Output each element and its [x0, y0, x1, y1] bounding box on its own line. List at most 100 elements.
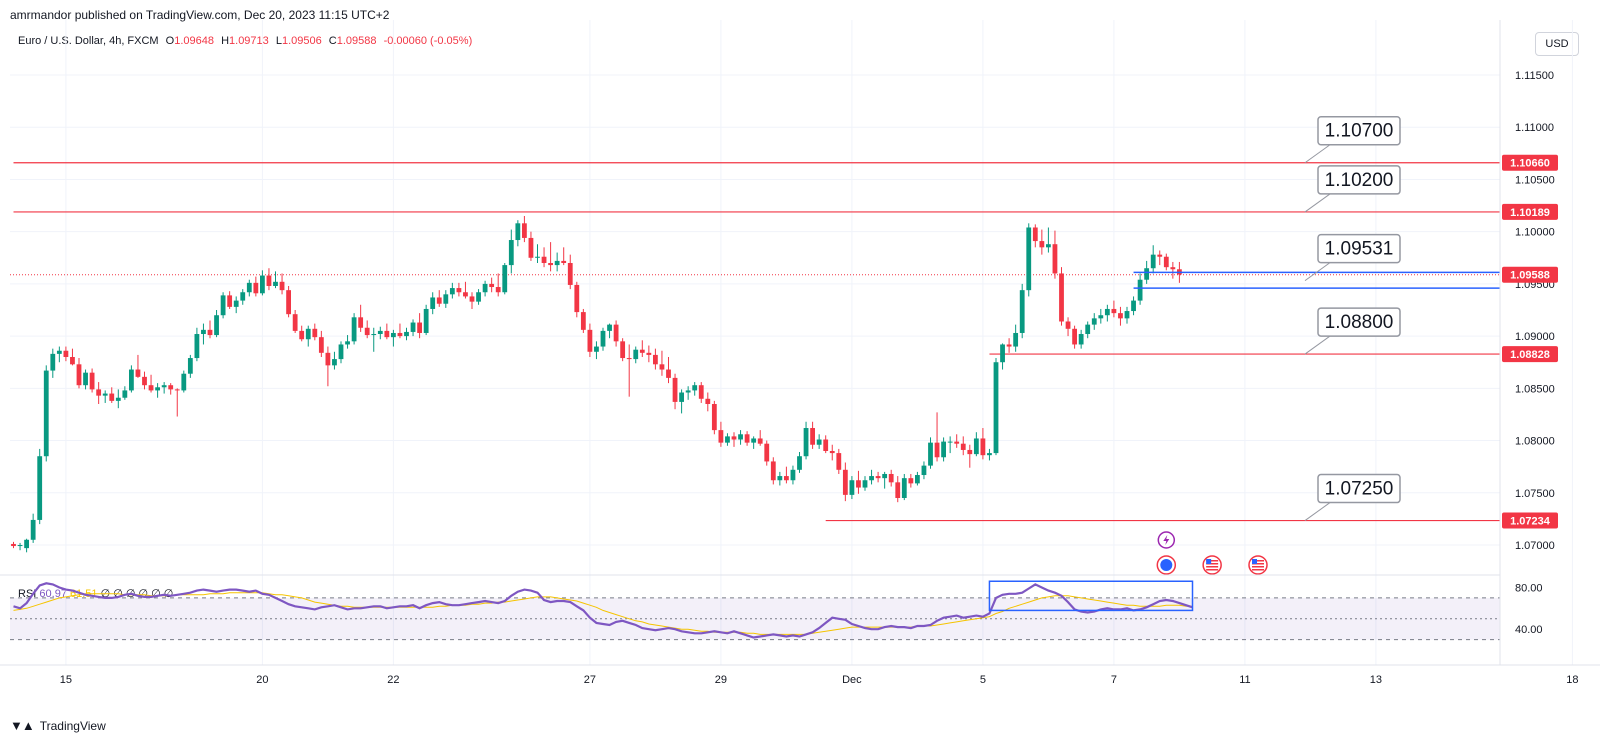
flag-stripe	[1252, 566, 1264, 568]
time-tick-label: 27	[584, 674, 596, 686]
candle-down	[148, 385, 154, 391]
candle-down	[613, 324, 619, 342]
candle-up	[24, 539, 29, 549]
candle-up	[594, 346, 599, 352]
candle-up	[692, 385, 698, 391]
candles	[11, 216, 1182, 553]
candle-down	[1111, 308, 1117, 314]
candle-up	[849, 480, 855, 495]
candle-down	[620, 341, 626, 359]
candle-up	[1013, 332, 1019, 347]
candle-down	[574, 284, 580, 313]
candle-up	[161, 385, 167, 388]
candle-down	[908, 478, 914, 484]
candle-down	[436, 297, 442, 304]
price-callout: 1.08800	[1304, 307, 1401, 355]
candle-up	[220, 295, 226, 316]
candle-up	[338, 344, 344, 360]
candle-down	[711, 404, 717, 431]
flag-stripe	[1252, 563, 1264, 565]
currency-button[interactable]: USD	[1535, 32, 1579, 56]
candle-up	[1091, 318, 1097, 325]
rsi-value: 60.97	[39, 588, 67, 600]
publisher-line: amrmandor published on TradingView.com, …	[10, 8, 390, 22]
candle-down	[731, 436, 737, 440]
price-tick-label: 1.08000	[1515, 436, 1555, 448]
candle-up	[803, 428, 809, 457]
time-tick-label: 13	[1370, 674, 1382, 686]
callout-label: 1.08800	[1325, 312, 1394, 333]
flag-stripe	[1206, 563, 1219, 565]
candle-up	[1046, 244, 1051, 248]
event-ring	[1202, 555, 1222, 575]
open-value: 1.09648	[174, 35, 214, 47]
candle-down	[856, 480, 861, 488]
footer-brand[interactable]: ▼▲ TradingView	[10, 718, 106, 733]
flag-stripe	[1206, 566, 1219, 568]
candle-up	[37, 456, 43, 520]
flag-stripe	[1206, 560, 1219, 562]
callout-pointer	[1304, 193, 1331, 213]
candle-up	[115, 397, 121, 401]
level-price-badge: 1.08828	[1502, 346, 1558, 363]
candle-up	[377, 330, 383, 335]
candle-up	[777, 476, 783, 481]
candle-down	[875, 476, 881, 479]
blue-zone	[1133, 271, 1500, 289]
candle-down	[522, 223, 527, 238]
time-tick-label: 18	[1566, 674, 1578, 686]
open-label: O	[165, 35, 175, 47]
callout-label: 1.09531	[1325, 239, 1394, 260]
candle-up	[508, 240, 514, 266]
price-callout: 1.09531	[1304, 233, 1401, 282]
candle-down	[626, 358, 632, 360]
candle-down	[174, 389, 180, 391]
candle-up	[345, 341, 350, 345]
callout-box	[1317, 307, 1401, 337]
symbol-name[interactable]: Euro / U.S. Dollar, 4h, FXCM	[18, 35, 159, 47]
candle-down	[266, 275, 272, 286]
candle-up	[1137, 279, 1143, 301]
symbol-legend: Euro / U.S. Dollar, 4h, FXCM O1.09648 H1…	[18, 35, 472, 47]
candle-up	[790, 469, 796, 481]
candle-down	[253, 282, 259, 294]
candle-up	[404, 331, 409, 337]
flag-stripe	[1252, 560, 1264, 562]
candle-down	[135, 369, 141, 377]
candle-up	[502, 265, 508, 293]
event-icons	[1156, 531, 1268, 575]
candle-down	[456, 288, 462, 293]
candle-up	[122, 390, 128, 398]
price-tick-label: 1.10000	[1515, 227, 1555, 239]
rsi-ma-line	[13, 592, 1193, 635]
globe-event-icon	[1156, 555, 1177, 575]
price-tick-label: 1.08500	[1515, 383, 1555, 395]
flag-stripe	[1252, 569, 1264, 571]
candle-down	[770, 461, 776, 481]
candle-down	[1118, 313, 1123, 319]
price-callout: 1.10200	[1304, 165, 1401, 213]
candle-down	[653, 354, 658, 365]
horizontal-levels	[10, 162, 1500, 522]
candle-up	[1150, 254, 1156, 269]
rsi-pane	[0, 574, 1500, 641]
candle-up	[1019, 290, 1025, 333]
candle-down	[358, 317, 364, 328]
candle-down	[286, 290, 291, 315]
candle-up	[987, 453, 992, 456]
candle-up	[214, 315, 219, 336]
price-tick-label: 1.10500	[1515, 174, 1555, 186]
level-price-badge: 1.10660	[1502, 154, 1558, 171]
candle-down	[1072, 328, 1077, 345]
candle-up	[129, 369, 134, 391]
candle-up	[1085, 324, 1091, 335]
candle-down	[672, 377, 678, 402]
candle-up	[869, 476, 874, 481]
candle-up	[1124, 311, 1130, 319]
candle-up	[30, 519, 36, 540]
low-label: L	[275, 35, 282, 47]
candle-down	[960, 443, 966, 450]
candle-down	[895, 482, 901, 498]
level-price-badge: 1.07234	[1502, 512, 1558, 529]
